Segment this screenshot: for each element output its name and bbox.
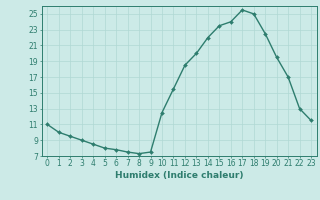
- X-axis label: Humidex (Indice chaleur): Humidex (Indice chaleur): [115, 171, 244, 180]
